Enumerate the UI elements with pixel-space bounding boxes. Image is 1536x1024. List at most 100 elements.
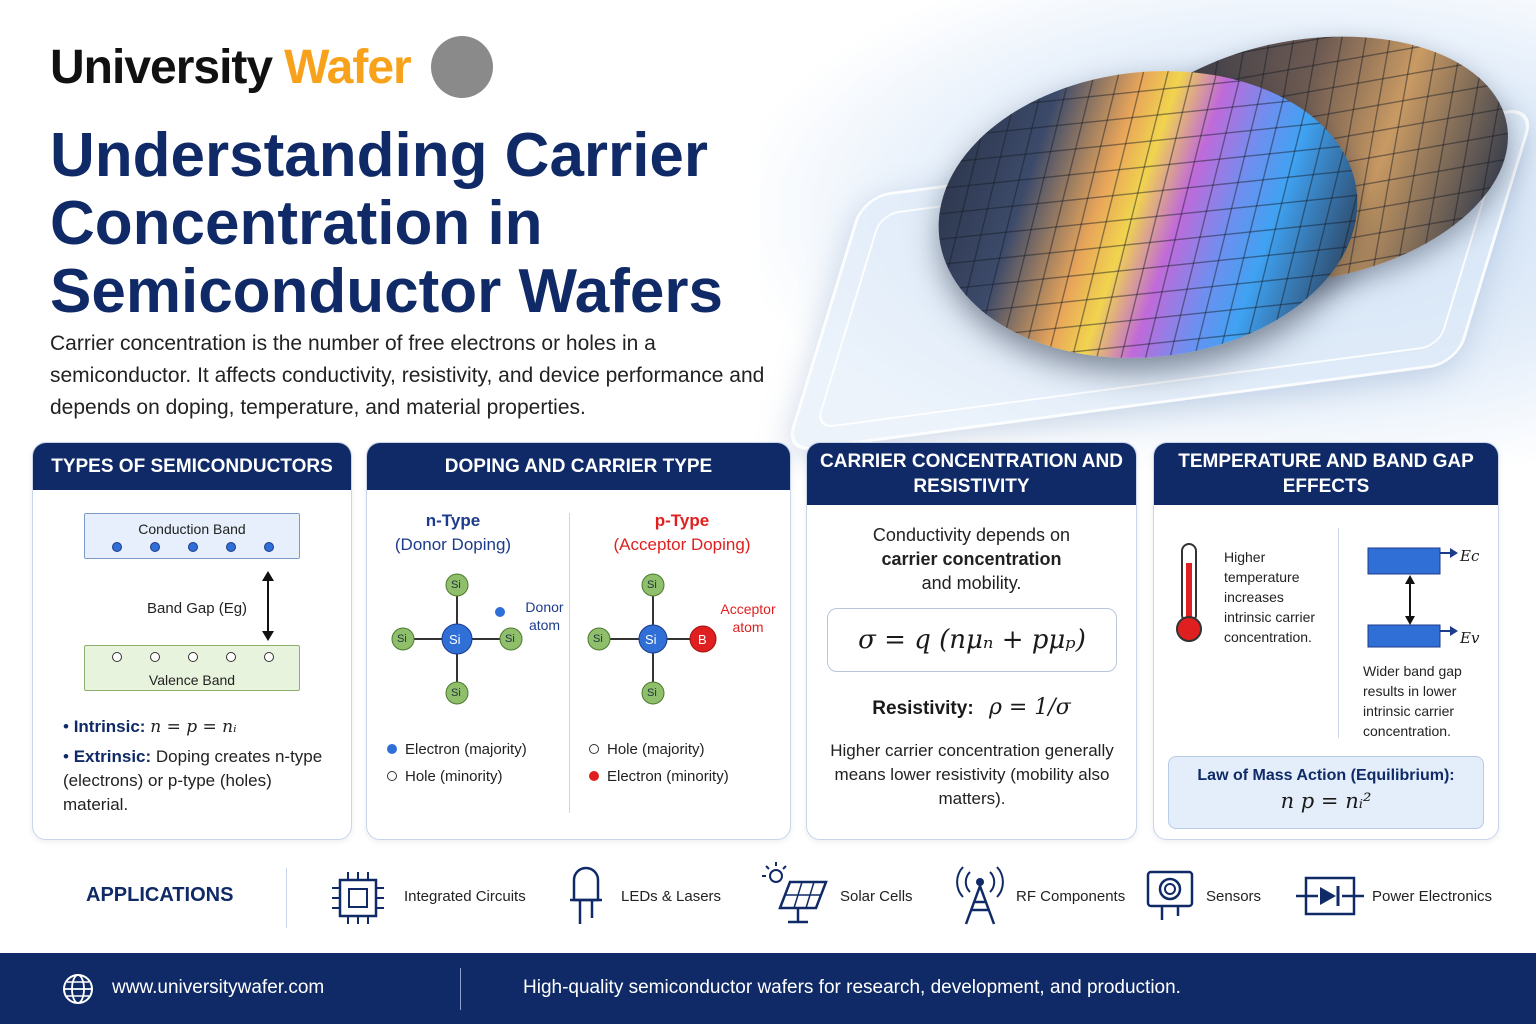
- ev-label: Ev: [1460, 629, 1480, 647]
- hole-dot: [589, 744, 599, 754]
- intrinsic-bullet: • Intrinsic: n = p = nᵢ: [63, 717, 237, 737]
- conduction-band: Conduction Band: [84, 513, 300, 559]
- sensor-icon: [1146, 870, 1194, 920]
- electron-dot: [112, 542, 122, 552]
- band-gap-label: Band Gap (Eg): [147, 600, 248, 617]
- brand-name-part1: University: [50, 40, 273, 94]
- mass-action-equation: n p = nᵢ²: [1280, 789, 1372, 813]
- p-type-heading: p-Type (Acceptor Doping): [582, 509, 782, 557]
- resistivity-card-heading: CARRIER CONCENTRATION AND RESISTIVITY: [807, 443, 1136, 505]
- resistivity-row: Resistivity: ρ = 1/σ: [807, 695, 1136, 720]
- rf-antenna-icon: [956, 866, 1004, 925]
- extrinsic-text: Doping creates n-type (electrons) or p-t…: [63, 747, 323, 814]
- mass-action-box: Law of Mass Action (Equilibrium): n p = …: [1168, 756, 1484, 829]
- conductivity-text-line3: and mobility.: [921, 573, 1022, 593]
- temperature-card: TEMPERATURE AND BAND GAP EFFECTS Higher …: [1153, 442, 1499, 840]
- p-type-lattice-diagram: [587, 573, 717, 705]
- resistivity-note: Higher carrier concentration generally m…: [830, 741, 1114, 808]
- hole-dot: [112, 652, 122, 662]
- donor-atom-label: Donor atom: [525, 599, 564, 633]
- si-atom-label: Si: [449, 632, 461, 647]
- wafer-image-front: [924, 50, 1372, 379]
- p-legend-minority: Electron (minority): [589, 768, 729, 785]
- n-type-subtitle: (Donor Doping): [394, 535, 512, 554]
- hole-dot: [226, 652, 236, 662]
- led-icon: [570, 866, 602, 924]
- conduction-band-label: Conduction Band: [138, 521, 246, 537]
- app-label-integrated-circuits: Integrated Circuits: [404, 888, 526, 905]
- si-atom-label: Si: [397, 633, 407, 645]
- brand-logo: University Wafer: [50, 36, 493, 98]
- applications-heading: APPLICATIONS: [86, 884, 234, 906]
- resistivity-formula: ρ = 1/σ: [988, 695, 1071, 720]
- footer-divider: [460, 968, 461, 1010]
- si-atom-label: Si: [451, 579, 461, 591]
- applications-row: APPLICATIONS Integrated Circuits LEDs & …: [0, 860, 1536, 940]
- power-electronics-diode-icon: [1296, 876, 1364, 916]
- p-legend-majority: Hole (majority): [589, 741, 705, 758]
- resistivity-card: CARRIER CONCENTRATION AND RESISTIVITY Co…: [806, 442, 1137, 840]
- brand-name-part2: Wafer: [284, 40, 412, 94]
- n-type-lattice-diagram: [391, 573, 523, 705]
- app-label-rf-components: RF Components: [1016, 888, 1126, 905]
- p-legend-minority-text: Electron (minority): [607, 768, 729, 785]
- footer-tagline: High-quality semiconductor wafers for re…: [523, 977, 1181, 998]
- band-gap-energy-diagram: [1367, 547, 1458, 648]
- hole-dot: [264, 652, 274, 662]
- conductivity-text: Conductivity depends on carrier concentr…: [807, 523, 1136, 595]
- website-link[interactable]: www.universitywafer.com: [112, 977, 325, 998]
- n-type-heading: n-Type (Donor Doping): [367, 509, 539, 557]
- hole-dot: [188, 652, 198, 662]
- n-legend-minority-text: Hole (minority): [405, 768, 503, 785]
- electron-dot: [264, 542, 274, 552]
- si-atom-label: Si: [593, 633, 603, 645]
- si-atom-label: Si: [645, 632, 657, 647]
- p-type-title: p-Type: [654, 511, 710, 530]
- acceptor-atom-label: Acceptor atom: [720, 601, 776, 635]
- temperature-text: Higher temperature increases intrinsic c…: [1224, 549, 1316, 645]
- app-label-leds-lasers: LEDs & Lasers: [621, 888, 722, 905]
- n-legend-minority: Hole (minority): [387, 768, 503, 785]
- si-atom-label: Si: [647, 579, 657, 591]
- conductivity-text-line2: carrier concentration: [881, 549, 1062, 569]
- hole-dot: [387, 771, 397, 781]
- app-label-sensors: Sensors: [1206, 888, 1262, 905]
- temperature-card-heading: TEMPERATURE AND BAND GAP EFFECTS: [1154, 443, 1498, 505]
- types-card-heading: TYPES OF SEMICONDUCTORS: [33, 443, 351, 490]
- n-legend-majority: Electron (majority): [387, 741, 527, 758]
- intrinsic-equation: n = p = nᵢ: [150, 717, 237, 737]
- n-legend-majority-text: Electron (majority): [405, 741, 527, 758]
- band-gap-arrow-icon: [262, 571, 274, 641]
- brand-circle-icon: [430, 36, 493, 98]
- doping-card-heading: DOPING AND CARRIER TYPE: [367, 443, 790, 490]
- conductivity-formula: σ = q (nμₙ + pμₚ): [827, 608, 1117, 672]
- extrinsic-bullet: • Extrinsic: Doping creates n-type (elec…: [63, 747, 323, 814]
- electron-dot: [589, 771, 599, 781]
- electron-dot: [188, 542, 198, 552]
- electron-dot: [226, 542, 236, 552]
- applications-divider: [286, 868, 287, 928]
- band-gap-text: Wider band gap results in lower intrinsi…: [1363, 663, 1462, 739]
- n-type-title: n-Type: [425, 511, 481, 530]
- integrated-circuit-icon: [332, 872, 384, 924]
- electron-dot: [387, 744, 397, 754]
- electron-dot: [150, 542, 160, 552]
- intrinsic-label: Intrinsic:: [73, 717, 146, 736]
- extrinsic-label: Extrinsic:: [73, 747, 152, 766]
- hole-dot: [150, 652, 160, 662]
- doping-divider: [569, 513, 570, 813]
- intro-paragraph: Carrier concentration is the number of f…: [50, 332, 765, 419]
- ec-label: Ec: [1460, 547, 1480, 565]
- p-type-subtitle: (Acceptor Doping): [613, 535, 751, 554]
- si-atom-label: Si: [647, 687, 657, 699]
- app-label-solar-cells: Solar Cells: [840, 888, 913, 905]
- temperature-divider: [1338, 528, 1339, 738]
- types-card: TYPES OF SEMICONDUCTORS Conduction Band …: [32, 442, 352, 840]
- doping-card: DOPING AND CARRIER TYPE n-Type (Donor Do…: [366, 442, 791, 840]
- solar-panel-icon: [762, 862, 828, 924]
- page-title: Understanding Carrier Concentration in S…: [50, 121, 723, 326]
- valence-band: Valence Band: [84, 645, 300, 691]
- conductivity-text-line1: Conductivity depends on: [872, 525, 1071, 545]
- boron-atom-label: B: [698, 632, 707, 647]
- thermometer-icon: [1176, 543, 1202, 642]
